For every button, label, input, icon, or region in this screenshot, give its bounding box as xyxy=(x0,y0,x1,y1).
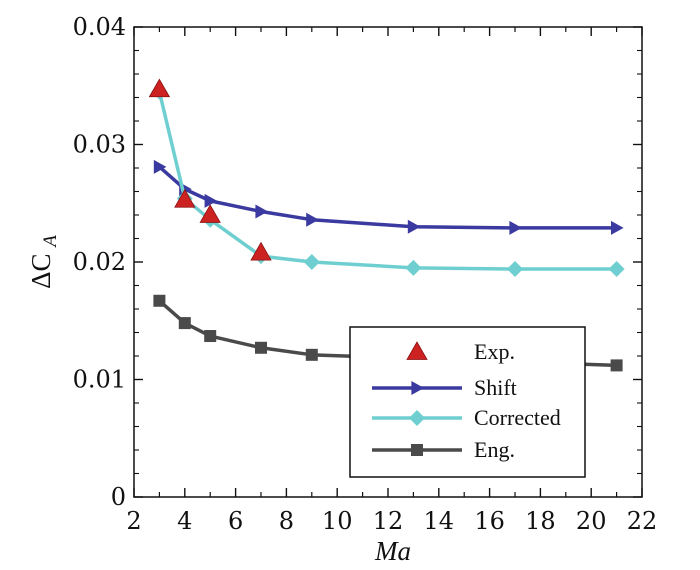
series-shift-point xyxy=(509,220,522,235)
x-tick-label: 18 xyxy=(525,507,556,535)
x-tick-label: 2 xyxy=(126,507,141,535)
legend-item-corrected: Corrected xyxy=(372,405,561,430)
series-shift-point xyxy=(611,220,624,235)
plot-frame xyxy=(133,26,643,498)
x-tick-label: 10 xyxy=(322,507,353,535)
y-tick-label: 0.04 xyxy=(73,13,126,41)
x-tick-label: 8 xyxy=(279,507,294,535)
y-axis-title-sub: A xyxy=(40,235,61,249)
series-shift-point xyxy=(204,193,218,208)
y-axis-title: ΔC A xyxy=(26,235,61,289)
legend-label-eng: Eng. xyxy=(474,437,515,462)
series-eng-point xyxy=(204,330,217,343)
series-corrected-point xyxy=(507,261,523,278)
series-eng-point xyxy=(178,317,191,330)
series-corrected xyxy=(151,83,625,278)
y-tick-label: 0.01 xyxy=(73,366,126,394)
series-shift-point xyxy=(255,204,268,219)
series-exp-point xyxy=(199,204,221,223)
legend-marker-shift xyxy=(411,381,424,395)
series-exp xyxy=(148,78,272,261)
x-axis-title: Ma xyxy=(374,536,411,566)
legend-item-shift: Shift xyxy=(372,375,517,400)
x-tick-label: 22 xyxy=(627,507,658,535)
y-tick-label: 0 xyxy=(111,483,126,511)
legend-box xyxy=(349,326,586,478)
tick-labels: 2 4 6 8 10 12 14 16 18 20 22 0 0.01 0.02 0.03 0.04 xyxy=(73,13,658,535)
series-exp-point xyxy=(148,78,171,98)
legend-label-corrected: Corrected xyxy=(474,405,561,430)
series-shift xyxy=(153,159,624,235)
series-shift-point xyxy=(153,159,167,174)
series-eng-point xyxy=(610,359,623,372)
series-corrected-line xyxy=(157,91,617,271)
y-axis-title-main: ΔC xyxy=(26,253,56,288)
series-shift-line xyxy=(158,165,617,230)
series-corrected-point xyxy=(608,261,625,278)
x-tick-label: 6 xyxy=(228,507,243,535)
legend-marker-corrected xyxy=(409,410,425,426)
y-tick-label: 0.03 xyxy=(73,131,126,159)
x-tick-label: 20 xyxy=(576,507,607,535)
legend-label-exp: Exp. xyxy=(474,339,515,364)
x-tick-label: 4 xyxy=(177,507,192,535)
series-exp-point xyxy=(250,241,272,261)
series-eng-point xyxy=(305,348,318,361)
x-tick-label: 14 xyxy=(424,507,455,535)
x-tick-label: 16 xyxy=(474,507,505,535)
legend-item-eng: Eng. xyxy=(372,437,515,462)
legend-marker-eng xyxy=(411,444,423,456)
series-eng-point xyxy=(153,294,166,307)
legend: Exp. Shift Corrected Eng. xyxy=(349,326,586,478)
series-shift-point xyxy=(306,212,319,227)
series-corrected-point xyxy=(303,254,320,270)
x-tick-label: 12 xyxy=(373,507,404,535)
legend-marker-exp xyxy=(406,341,428,360)
series-shift-point xyxy=(407,219,421,234)
y-tick-label: 0.02 xyxy=(73,248,126,276)
series-corrected-point xyxy=(405,259,422,276)
series-exp-point xyxy=(174,188,196,208)
legend-item-exp: Exp. xyxy=(406,339,515,364)
legend-label-shift: Shift xyxy=(474,375,517,400)
series-eng-point xyxy=(255,341,267,354)
